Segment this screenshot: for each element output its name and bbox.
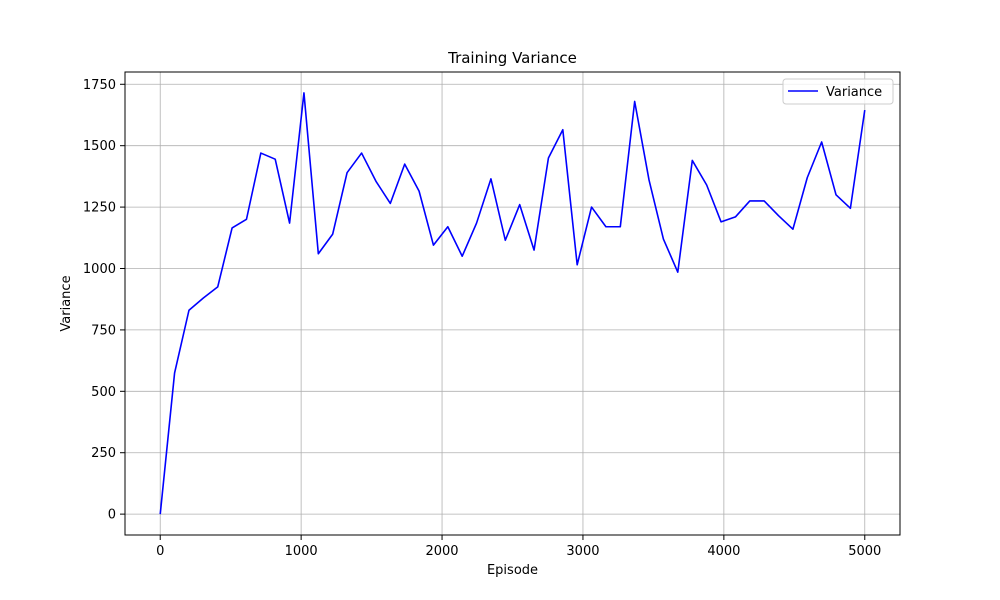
chart-title: Training Variance xyxy=(447,49,577,67)
legend-label-variance: Variance xyxy=(826,85,882,100)
plot-frame xyxy=(124,71,901,536)
x-tick-label: 2000 xyxy=(425,544,458,559)
x-axis: 0 1000 2000 3000 4000 5000 xyxy=(156,535,881,559)
y-tick-label: 1250 xyxy=(83,201,116,216)
x-tick-label: 1000 xyxy=(285,544,318,559)
x-tick-label: 4000 xyxy=(707,544,740,559)
series-line-variance xyxy=(159,92,866,515)
legend-box xyxy=(782,78,894,105)
y-tick-label: 1500 xyxy=(83,139,116,154)
y-axis-label: Variance xyxy=(59,275,74,331)
x-axis-label: Episode xyxy=(487,563,538,578)
x-tick-label: 5000 xyxy=(848,544,881,559)
y-tick-label: 1750 xyxy=(83,78,116,93)
x-tick-label: 3000 xyxy=(566,544,599,559)
y-tick-label: 500 xyxy=(91,385,116,400)
series-layer xyxy=(159,92,866,515)
y-tick-label: 1000 xyxy=(83,262,116,277)
x-tick-label: 0 xyxy=(156,544,164,559)
y-tick-label: 0 xyxy=(108,508,116,523)
legend: Variance xyxy=(782,78,894,105)
y-tick-label: 250 xyxy=(91,446,116,461)
y-axis: 0 250 500 750 1000 1250 1500 1750 xyxy=(83,78,125,523)
grid-lines xyxy=(125,72,900,535)
y-tick-label: 750 xyxy=(91,323,116,338)
